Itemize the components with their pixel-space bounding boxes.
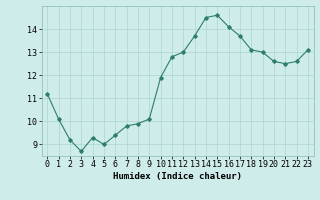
X-axis label: Humidex (Indice chaleur): Humidex (Indice chaleur) bbox=[113, 172, 242, 181]
